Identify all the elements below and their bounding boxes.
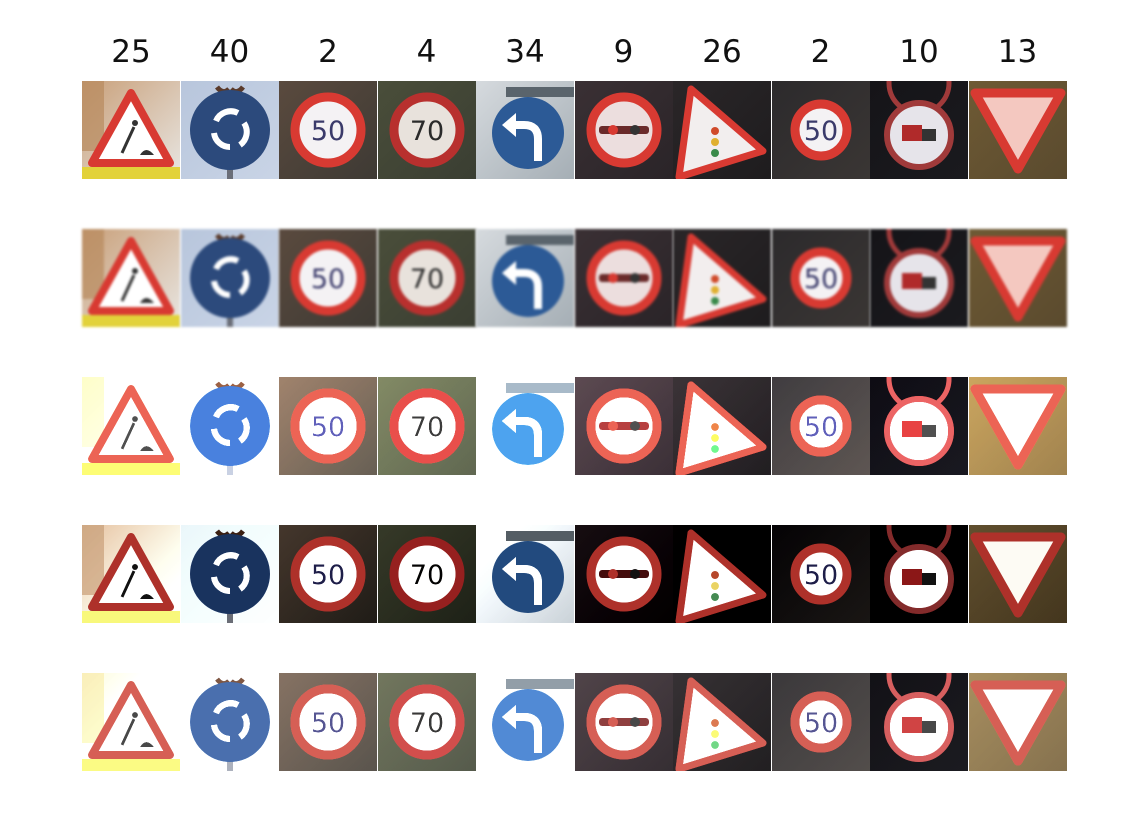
speed-limit-50-sign-icon: 50 [279, 377, 377, 475]
road-work-sign-icon [82, 81, 180, 179]
turn-left-ahead-sign-icon [476, 673, 574, 771]
svg-text:50: 50 [311, 708, 345, 739]
no-passing-trucks-sign-icon [870, 81, 968, 179]
speed-limit-70-sign-icon: 70 [378, 377, 476, 475]
road-work-sign-icon [82, 229, 180, 327]
traffic-signals-sign-icon [673, 377, 771, 475]
speed-limit-50-sign-icon: 50 [772, 525, 870, 623]
class-label-2: 2 [279, 32, 377, 72]
no-passing-trucks-sign-icon [870, 377, 968, 475]
svg-text:50: 50 [311, 560, 345, 591]
roundabout-sign-icon [181, 673, 279, 771]
turn-left-ahead-sign-icon [476, 229, 574, 327]
roundabout-sign-icon [181, 525, 279, 623]
roundabout-sign-icon [181, 377, 279, 475]
image-row-high-contrast-dark: 50 70 50 [82, 525, 1067, 623]
road-work-sign-icon [82, 377, 180, 475]
turn-left-ahead-sign-icon [476, 525, 574, 623]
class-label-0: 25 [82, 32, 180, 72]
class-label-5: 9 [575, 32, 673, 72]
traffic-signals-sign-icon [673, 525, 771, 623]
class-label-8: 10 [870, 32, 968, 72]
no-passing-trucks-sign-icon [870, 229, 968, 327]
svg-text:50: 50 [803, 412, 837, 443]
svg-text:50: 50 [803, 560, 837, 591]
image-row-high-contrast-bright: 50 70 50 [82, 377, 1067, 475]
svg-text:70: 70 [409, 412, 443, 443]
roundabout-sign-icon [181, 229, 279, 327]
speed-limit-50-sign-icon: 50 [279, 81, 377, 179]
speed-limit-50-sign-icon: 50 [279, 525, 377, 623]
svg-text:70: 70 [409, 560, 443, 591]
no-passing-sign-icon [575, 673, 673, 771]
svg-text:50: 50 [803, 116, 837, 147]
class-label-9: 13 [969, 32, 1067, 72]
yield-sign-icon [969, 81, 1067, 179]
yield-sign-icon [969, 525, 1067, 623]
svg-text:50: 50 [803, 264, 837, 295]
svg-text:50: 50 [311, 116, 345, 147]
speed-limit-50-sign-icon: 50 [772, 81, 870, 179]
speed-limit-50-sign-icon: 50 [279, 229, 377, 327]
speed-limit-50-sign-icon: 50 [279, 673, 377, 771]
roundabout-sign-icon [181, 81, 279, 179]
turn-left-ahead-sign-icon [476, 377, 574, 475]
class-label-3: 4 [378, 32, 476, 72]
speed-limit-70-sign-icon: 70 [378, 525, 476, 623]
yield-sign-icon [969, 377, 1067, 475]
class-label-1: 40 [181, 32, 279, 72]
speed-limit-70-sign-icon: 70 [378, 673, 476, 771]
speed-limit-70-sign-icon: 70 [378, 229, 476, 327]
speed-limit-50-sign-icon: 50 [772, 229, 870, 327]
road-work-sign-icon [82, 673, 180, 771]
no-passing-sign-icon [575, 229, 673, 327]
traffic-signals-sign-icon [673, 229, 771, 327]
svg-text:50: 50 [803, 708, 837, 739]
image-row-histogram-equalized: 50 70 50 [82, 673, 1067, 771]
no-passing-trucks-sign-icon [870, 673, 968, 771]
yield-sign-icon [969, 673, 1067, 771]
no-passing-sign-icon [575, 525, 673, 623]
image-row-smoothed: 50 70 50 [82, 229, 1067, 327]
speed-limit-50-sign-icon: 50 [772, 673, 870, 771]
image-row-original: 50 70 50 [82, 81, 1067, 179]
traffic-signals-sign-icon [673, 673, 771, 771]
road-work-sign-icon [82, 525, 180, 623]
svg-text:70: 70 [409, 708, 443, 739]
svg-text:50: 50 [311, 264, 345, 295]
speed-limit-70-sign-icon: 70 [378, 81, 476, 179]
yield-sign-icon [969, 229, 1067, 327]
no-passing-trucks-sign-icon [870, 525, 968, 623]
class-label-6: 26 [673, 32, 771, 72]
svg-text:50: 50 [311, 412, 345, 443]
no-passing-sign-icon [575, 81, 673, 179]
speed-limit-50-sign-icon: 50 [772, 377, 870, 475]
no-passing-sign-icon [575, 377, 673, 475]
class-label-7: 2 [772, 32, 870, 72]
svg-text:70: 70 [409, 116, 443, 147]
turn-left-ahead-sign-icon [476, 81, 574, 179]
class-label-4: 34 [476, 32, 574, 72]
traffic-signals-sign-icon [673, 81, 771, 179]
svg-text:70: 70 [409, 264, 443, 295]
